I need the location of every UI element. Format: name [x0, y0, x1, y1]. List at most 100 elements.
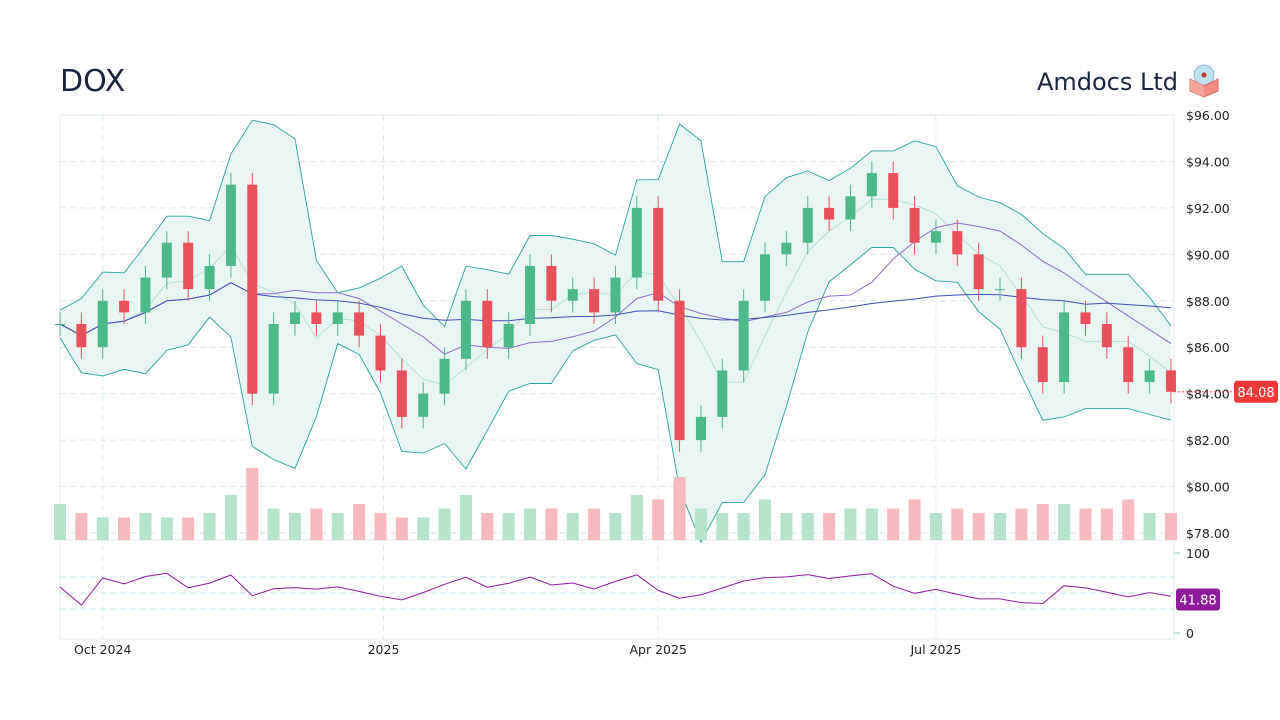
- volume-bar: [96, 517, 109, 540]
- volume-bar: [459, 495, 472, 540]
- candle-body: [439, 358, 450, 394]
- candle-body: [268, 324, 279, 394]
- price-tick-label: $82.00: [1186, 433, 1230, 448]
- price-tick-label: $80.00: [1186, 480, 1230, 495]
- candle-body: [418, 393, 429, 417]
- candle-body: [183, 242, 194, 290]
- volume-bar: [481, 513, 494, 540]
- volume-bar: [1164, 513, 1177, 540]
- volume-bar: [1122, 499, 1135, 540]
- volume-bar: [75, 513, 88, 540]
- volume-bar: [1036, 504, 1049, 540]
- candle-body: [589, 289, 600, 313]
- candle-body: [396, 370, 407, 417]
- candle-body: [1123, 347, 1134, 383]
- candle-body: [888, 173, 899, 208]
- volume-bar: [759, 499, 772, 540]
- price-tick-label: $78.00: [1186, 526, 1230, 541]
- candle-body: [1165, 370, 1176, 392]
- volume-bar: [267, 508, 280, 540]
- volume-bar: [887, 508, 900, 540]
- rsi-frame: [59, 539, 1175, 640]
- candle-body: [204, 265, 215, 290]
- volume-bar: [801, 513, 814, 540]
- candle-body: [952, 231, 963, 255]
- candle-body: [995, 289, 1006, 291]
- volume-bar: [182, 517, 195, 540]
- candle-body: [845, 196, 856, 220]
- candle-body: [503, 324, 514, 348]
- candle-body: [375, 335, 386, 371]
- volume-bar: [524, 508, 537, 540]
- candle-body: [802, 207, 813, 243]
- volume-bar: [1143, 513, 1156, 540]
- x-tick-label: Apr 2025: [629, 642, 686, 657]
- volume-bar: [673, 477, 686, 540]
- candle-body: [1144, 370, 1155, 383]
- price-tick-label: $86.00: [1186, 340, 1230, 355]
- volume-bar: [54, 504, 66, 540]
- volume-bar: [951, 508, 964, 540]
- candle-body: [824, 207, 835, 220]
- volume-bar: [289, 513, 302, 540]
- volume-bar: [716, 513, 729, 540]
- rsi-tick-label: 100: [1186, 546, 1210, 561]
- company-name: Amdocs Ltd: [1036, 68, 1178, 96]
- volume-bar: [246, 468, 259, 540]
- volume-bar: [972, 513, 985, 540]
- volume-bar: [310, 508, 323, 540]
- volume-bar: [438, 508, 451, 540]
- volume-bar: [502, 513, 515, 540]
- candle-body: [973, 254, 984, 290]
- box-with-disc-icon: [1189, 64, 1219, 98]
- volume-bar: [737, 513, 750, 540]
- candle-body: [460, 300, 471, 359]
- volume-bar: [929, 513, 942, 540]
- candle-body: [909, 207, 920, 243]
- candle-body: [717, 370, 728, 417]
- volume-bar: [545, 508, 558, 540]
- rsi-tick-label: 0: [1186, 626, 1194, 641]
- candle-body: [119, 300, 130, 313]
- candle-body: [631, 207, 642, 278]
- bollinger-upper-line: [59, 119, 1172, 328]
- last-price-badge: [1234, 380, 1278, 403]
- volume-bar: [1079, 508, 1092, 540]
- volume-bar: [780, 513, 793, 540]
- candle-body: [225, 184, 236, 266]
- volume-bar: [630, 495, 643, 540]
- price-tick-label: $90.00: [1186, 247, 1230, 262]
- candle-body: [610, 277, 621, 313]
- volume-bar: [588, 508, 601, 540]
- candle-body: [55, 324, 65, 325]
- price-tick-label: $84.00: [1186, 387, 1230, 402]
- x-tick-label: 2025: [368, 642, 400, 657]
- candle-body: [781, 242, 792, 255]
- volume-bar: [1015, 508, 1028, 540]
- candle-body: [546, 265, 557, 301]
- volume-bar: [417, 517, 430, 540]
- candle-body: [674, 300, 685, 441]
- volume-bar: [353, 504, 366, 540]
- volume-bar: [652, 499, 665, 540]
- volume-bar: [823, 513, 836, 540]
- candle-body: [247, 184, 258, 394]
- candle-body: [97, 300, 108, 348]
- candle-body: [161, 242, 172, 278]
- volume-bar: [331, 513, 344, 540]
- candle-body: [738, 300, 749, 371]
- volume-bar: [1058, 504, 1071, 540]
- volume-bar: [374, 513, 387, 540]
- candle-body: [290, 312, 301, 324]
- candle-body: [1037, 347, 1048, 383]
- volume-bar: [160, 517, 173, 540]
- candle-body: [930, 231, 941, 243]
- candle-body: [695, 416, 706, 441]
- volume-bar: [224, 495, 237, 540]
- candle-body: [1016, 289, 1027, 348]
- candle-body: [760, 254, 771, 301]
- bollinger-lower-line: [59, 247, 1172, 544]
- candle-body: [1059, 312, 1070, 383]
- volume-bar: [1100, 508, 1113, 540]
